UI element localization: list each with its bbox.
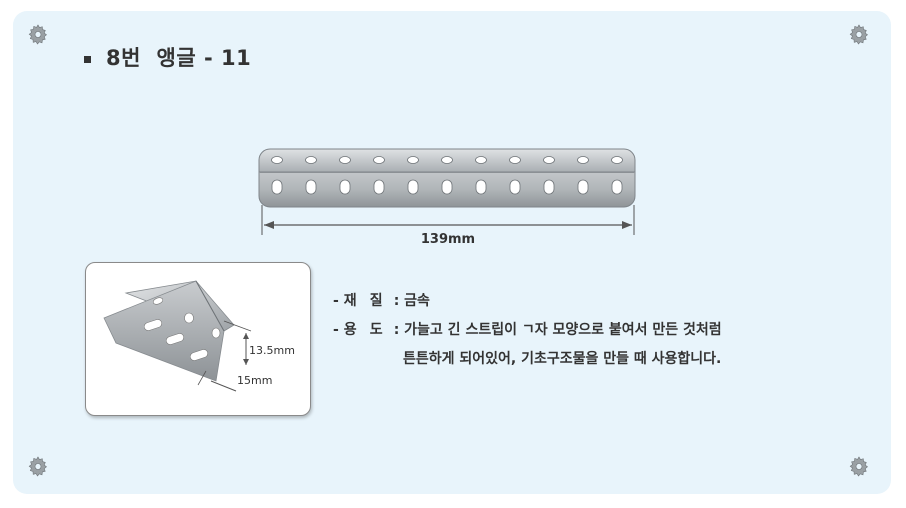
bar-hole-bottom: [339, 179, 351, 195]
bar-hole-top: [509, 156, 521, 164]
spec-usage-colon: :: [393, 322, 400, 338]
bar-hole-top: [543, 156, 555, 164]
bar-hole-top: [305, 156, 317, 164]
bar-hole-bottom: [373, 179, 385, 195]
spec-usage-key-b: 도: [369, 322, 383, 338]
bar-hole-top: [475, 156, 487, 164]
spec-material-key-b: 질: [369, 293, 383, 309]
spec-material-key-a: 재: [343, 293, 357, 309]
bullet-square-icon: [84, 55, 91, 63]
spec-material-value: 금속: [404, 293, 430, 309]
bar-hole-bottom: [407, 179, 419, 195]
bar-hole-top: [441, 156, 453, 164]
bar-hole-bottom: [475, 179, 487, 195]
spec-material-colon: :: [393, 293, 400, 309]
gear-icon: [27, 455, 49, 477]
bar-hole-bottom: [271, 179, 283, 195]
width-dimension-label: 15mm: [237, 374, 273, 387]
bar-hole-top: [407, 156, 419, 164]
length-dimension: 139mm: [260, 205, 636, 250]
height-dimension-label: 13.5mm: [249, 344, 295, 357]
spec-usage-line2: 튼튼하게 되어있어, 기초구조물을 만들 때 사용합니다.: [403, 351, 722, 367]
bar-hole-top: [339, 156, 351, 164]
length-label: 139mm: [420, 232, 476, 247]
spec-material-dash: -: [333, 293, 339, 309]
spec-usage-line1: 가늘고 긴 스트립이 ㄱ자 모양으로 붙여서 만든 것처럼: [404, 322, 722, 338]
angle-bar-illustration: [258, 148, 636, 208]
spec-usage-key-a: 용: [343, 322, 357, 338]
bar-hole-top: [611, 156, 623, 164]
page-title: 8번 앵글 - 11: [84, 42, 251, 72]
page-title-text: 8번 앵글 - 11: [106, 46, 252, 70]
bar-hole-top: [373, 156, 385, 164]
spec-usage-dash: -: [333, 322, 339, 338]
bar-hole-bottom: [611, 179, 623, 195]
bar-hole-top: [577, 156, 589, 164]
gear-icon: [27, 23, 49, 45]
gear-icon: [848, 23, 870, 45]
bar-hole-bottom: [441, 179, 453, 195]
bar-hole-bottom: [577, 179, 589, 195]
bar-hole-top: [271, 156, 283, 164]
bar-hole-bottom: [305, 179, 317, 195]
bar-hole-bottom: [543, 179, 555, 195]
angle-closeup-photo: 13.5mm 15mm: [85, 262, 311, 416]
gear-icon: [848, 455, 870, 477]
content-panel: [13, 11, 891, 494]
bar-hole-bottom: [509, 179, 521, 195]
